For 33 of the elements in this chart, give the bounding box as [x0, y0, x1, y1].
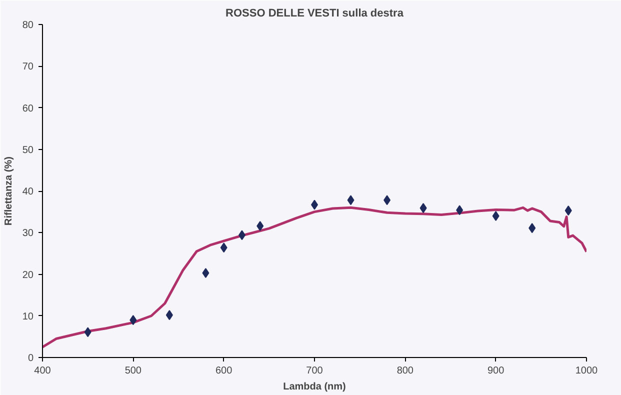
point [347, 195, 354, 206]
x-tick-label: 1000 [575, 366, 598, 376]
chart-title: ROSSO DELLE VESTI sulla destra [226, 8, 404, 20]
y-tick-label: 40 [22, 186, 34, 198]
x-tick-label: 800 [396, 366, 414, 376]
x-tick-label: 400 [34, 366, 52, 376]
y-tick-label: 20 [22, 270, 34, 281]
point [202, 268, 210, 278]
x-tick-label: 600 [215, 366, 233, 376]
point [238, 230, 246, 240]
point [84, 327, 92, 338]
y-tick-label: 30 [22, 228, 34, 240]
point [256, 220, 264, 231]
y-tick-label: 60 [22, 103, 34, 114]
point [492, 210, 500, 221]
y-tick-label: 50 [22, 144, 34, 156]
point [220, 242, 228, 253]
point [564, 206, 572, 216]
y-tick-label: 70 [22, 62, 34, 73]
y-tick-label: 10 [22, 311, 34, 322]
x-tick-label: 700 [306, 366, 324, 376]
x-axis-title: Lambda (nm) [283, 382, 346, 392]
y-tick-label: 0 [28, 353, 34, 364]
x-tick-label: 900 [487, 366, 505, 376]
point [166, 310, 173, 320]
point [130, 315, 137, 326]
point [456, 205, 464, 216]
y-axis-title: Riflettanza (%) [3, 156, 14, 226]
point [420, 203, 427, 214]
x-tick-label: 500 [124, 366, 142, 376]
point [384, 195, 391, 206]
y-tick-label: 80 [22, 20, 34, 31]
point [528, 223, 536, 234]
